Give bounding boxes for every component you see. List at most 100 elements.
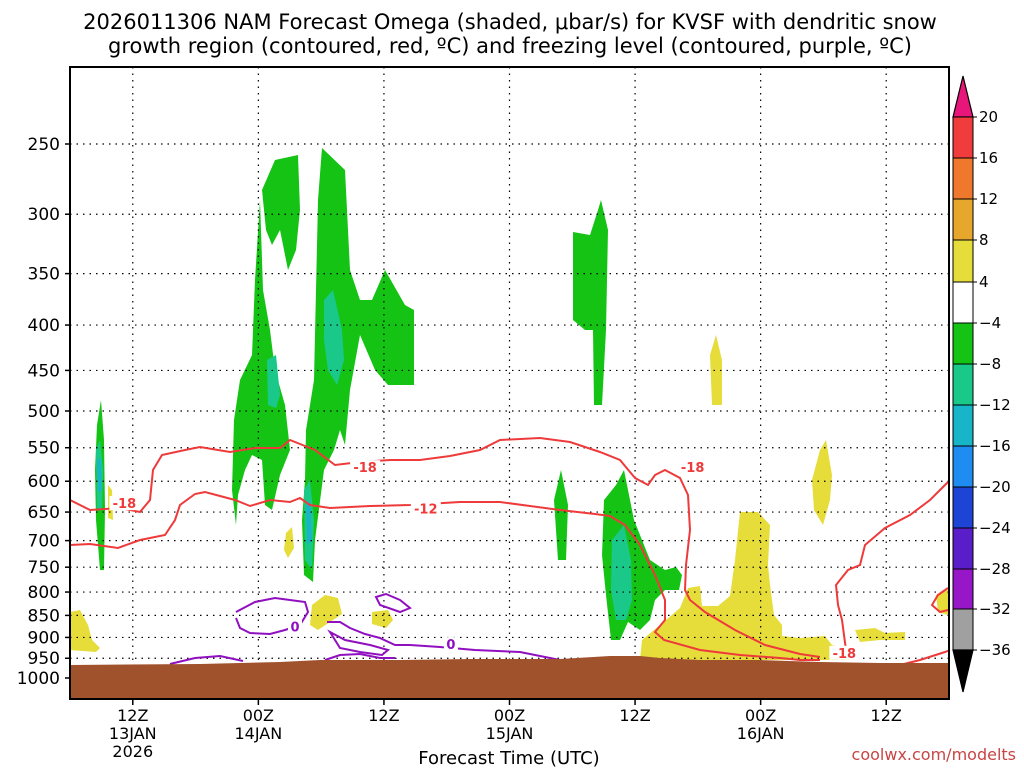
- dgz-contour-label: -12: [414, 502, 438, 517]
- colorbar-label: 16: [979, 149, 998, 167]
- dgz-contours: [69, 436, 951, 666]
- terrain-fill: [70, 656, 948, 699]
- colorbar-swatch: [952, 239, 974, 283]
- colorbar-swatch: [952, 322, 974, 365]
- omega-green-region: [302, 148, 414, 582]
- y-tick-label: 950: [28, 649, 60, 669]
- freezing-contour: [169, 654, 244, 665]
- omega-yellow-region: [70, 610, 100, 652]
- chart-title-line1: 2026011306 NAM Forecast Omega (shaded, μ…: [83, 10, 937, 34]
- x-tick-label: 13JAN: [109, 724, 157, 743]
- colorbar-label: −16: [979, 437, 1011, 455]
- colorbar-label: −32: [979, 600, 1011, 618]
- plot-area: -18 -18 -12 -18 -18 0 0: [69, 66, 951, 700]
- x-tick-label: 14JAN: [234, 724, 282, 743]
- omega-yellow-region: [812, 440, 832, 525]
- x-tick-label: 16JAN: [737, 724, 785, 743]
- dgz-contour-minus18-east: [899, 649, 951, 666]
- x-tick-label: 2026: [112, 742, 153, 761]
- dgz-contour-minus18-east2: [834, 481, 949, 651]
- dgz-contour-minus18: [69, 490, 820, 661]
- colorbar-swatch: [952, 568, 974, 610]
- y-tick-label: 850: [28, 606, 60, 626]
- colorbar-swatch: [952, 445, 974, 488]
- x-tick-label: 00Z: [494, 706, 525, 725]
- y-tick-label: 250: [28, 135, 60, 155]
- dgz-contour-label: -18: [113, 497, 137, 512]
- colorbar-label: −36: [979, 641, 1011, 659]
- freezing-contour: [324, 652, 395, 661]
- dgz-contour-minus18-upper: [69, 436, 821, 658]
- colorbar-label: −8: [979, 355, 1001, 373]
- colorbar-swatch: [952, 116, 974, 159]
- colorbar-label: −4: [979, 314, 1001, 332]
- colorbar-swatch: [952, 363, 974, 406]
- y-tick-label: 1000: [17, 669, 60, 689]
- omega-green-region: [573, 200, 608, 405]
- dgz-contour-label: -18: [681, 461, 705, 476]
- y-tick-label: 300: [28, 205, 60, 225]
- chart-title-line2: growth region (contoured, red, ºC) and f…: [108, 34, 912, 58]
- contour-labels: -18 -18 -12 -18 -18 0 0: [109, 460, 860, 662]
- x-tick-label: 15JAN: [486, 724, 534, 743]
- dgz-contour-east-small: [930, 587, 949, 614]
- colorbar-label: −24: [979, 519, 1011, 537]
- omega-teal-region: [611, 525, 632, 620]
- omega-yellow-region: [710, 335, 722, 405]
- freezing-level-contours: [169, 592, 576, 665]
- omega-cyan-region: [306, 500, 312, 545]
- colorbar-label: −28: [979, 560, 1011, 578]
- omega-yellow-region: [310, 595, 342, 630]
- colorbar-label: −12: [979, 396, 1011, 414]
- omega-teal-region: [324, 290, 344, 385]
- y-tick-label: 800: [28, 583, 60, 603]
- omega-yellow-region: [640, 512, 850, 660]
- contour-label-bg: [410, 501, 441, 516]
- omega-yellow-region: [936, 590, 948, 615]
- colorbar-top-arrow: [952, 75, 974, 118]
- credit-text: coolwx.com/modelts: [852, 745, 1016, 764]
- x-tick-label: 12Z: [368, 706, 399, 725]
- omega-yellow-region: [372, 610, 393, 628]
- y-tick-label: 500: [28, 402, 60, 422]
- freezing-contour: [374, 592, 412, 614]
- contour-label-bg: [677, 460, 708, 475]
- colorbar-label: −20: [979, 478, 1011, 496]
- contour-label-bg: [109, 496, 140, 511]
- x-tick-label: 12Z: [117, 706, 148, 725]
- colorbar-label: 12: [979, 190, 998, 208]
- omega-teal-region: [267, 355, 280, 408]
- colorbar-swatch: [952, 157, 974, 200]
- plot-background: [70, 67, 950, 699]
- colorbar-swatch: [952, 608, 974, 651]
- colorbar-bottom-arrow: [952, 649, 974, 693]
- y-tick-label: 750: [28, 558, 60, 578]
- freezing-contour: [327, 629, 391, 657]
- y-tick-label: 600: [28, 472, 60, 492]
- freezing-contour: [235, 596, 310, 636]
- colorbar-swatch: [952, 198, 974, 241]
- x-tick-label: 12Z: [619, 706, 650, 725]
- omega-yellow-region: [284, 527, 294, 558]
- y-tick-label: 900: [28, 628, 60, 648]
- y-tick-label: 550: [28, 439, 60, 459]
- freezing-contour-label: 0: [446, 638, 455, 653]
- dgz-contour-label: -18: [833, 647, 857, 662]
- x-axis-label: Forecast Time (UTC): [418, 748, 599, 768]
- freezing-contour: [327, 621, 576, 663]
- colorbar-swatch: [952, 281, 974, 324]
- colorbar-swatch: [952, 486, 974, 529]
- omega-cyan-region: [97, 458, 102, 492]
- colorbar-swatch: [952, 404, 974, 447]
- dgz-contour-label: -18: [353, 461, 377, 476]
- contour-label-bg: [829, 645, 860, 660]
- omega-green-region: [262, 155, 300, 270]
- freezing-contour-label: 0: [290, 621, 299, 636]
- omega-yellow-region: [855, 628, 905, 642]
- y-axis: 2503003504004505005506006507007508008509…: [17, 135, 70, 689]
- colorbar: 20 16 12 8 4 −4 −8 −12 −16 −20 −24 −28 −32 −36: [952, 75, 1011, 693]
- colorbar-label: 4: [979, 273, 989, 291]
- y-tick-label: 650: [28, 503, 60, 523]
